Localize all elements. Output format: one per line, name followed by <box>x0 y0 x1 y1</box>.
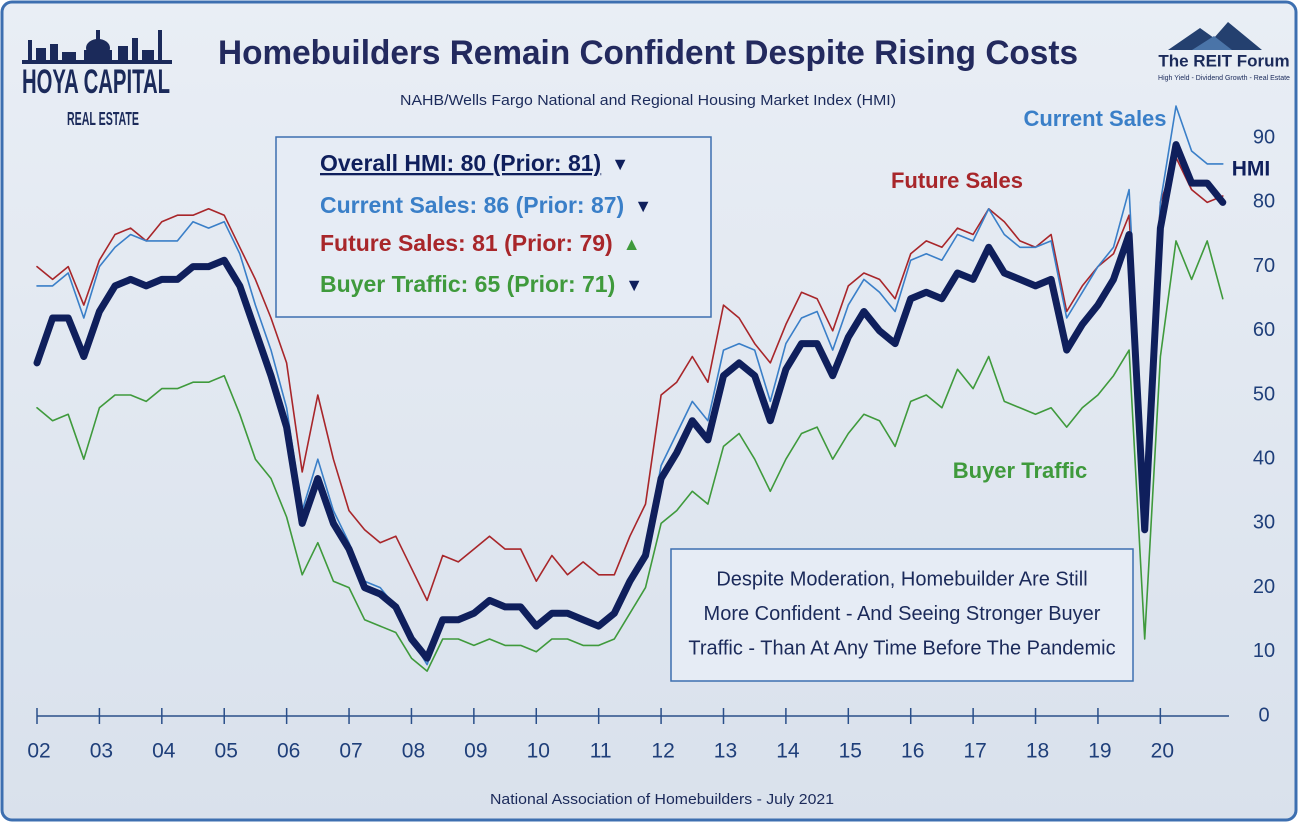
logo-subtext: REAL ESTATE <box>67 109 139 129</box>
x-tick-label: 18 <box>1026 740 1049 763</box>
series-line <box>36 240 1224 672</box>
x-tick-label: 14 <box>776 740 800 763</box>
x-tick-label: 15 <box>839 740 862 763</box>
y-tick-label: 70 <box>1253 255 1275 277</box>
x-tick-label: 04 <box>152 740 176 763</box>
y-tick-label: 20 <box>1253 576 1275 598</box>
series-label: Buyer Traffic <box>953 458 1088 483</box>
summary-arrow: ▼ <box>625 275 643 295</box>
summary-arrow: ▼ <box>634 196 652 216</box>
x-tick-label: 08 <box>402 740 425 763</box>
y-tick-label: 80 <box>1253 191 1275 213</box>
y-tick-label: 0 <box>1258 704 1269 726</box>
summary-text: Current Sales: 86 (Prior: 87) <box>320 192 624 218</box>
summary-box <box>275 136 712 318</box>
chart-subtitle: NAHB/Wells Fargo National and Regional H… <box>400 92 896 109</box>
x-tick-label: 10 <box>527 740 550 763</box>
summary-line: Buyer Traffic: 65 (Prior: 71) ▼ <box>320 271 643 297</box>
y-tick-label: 60 <box>1253 319 1275 341</box>
x-tick-label: 05 <box>215 740 238 763</box>
logo-subtext: High Yield - Dividend Growth - Real Esta… <box>1158 75 1290 82</box>
summary-text: Overall HMI: 80 (Prior: 81) <box>320 150 601 176</box>
logo-text: HOYA CAPITAL <box>22 63 170 101</box>
annotation-line: Despite Moderation, Homebuilder Are Stil… <box>716 568 1087 590</box>
x-tick-label: 11 <box>590 740 612 763</box>
summary-arrow: ▼ <box>611 154 629 174</box>
summary-line: Future Sales: 81 (Prior: 79) ▲ <box>320 230 641 256</box>
y-tick-label: 40 <box>1253 447 1275 469</box>
x-tick-label: 07 <box>339 740 362 763</box>
logo-skyline <box>22 30 172 64</box>
source: National Association of Homebuilders - J… <box>490 791 834 808</box>
y-tick-label: 50 <box>1253 383 1275 405</box>
logo-mountains <box>1168 22 1262 50</box>
y-tick-label: 10 <box>1253 640 1275 662</box>
x-tick-label: 02 <box>27 740 50 763</box>
summary-text: Buyer Traffic: 65 (Prior: 71) <box>320 271 615 297</box>
x-tick-label: 12 <box>651 740 674 763</box>
annotation-line: Traffic - Than At Any Time Before The Pa… <box>688 637 1115 659</box>
x-tick-label: 17 <box>963 740 986 763</box>
summary-line: Current Sales: 86 (Prior: 87) ▼ <box>320 192 652 218</box>
summary-text: Future Sales: 81 (Prior: 79) <box>320 230 613 256</box>
series-label: HMI <box>1232 158 1271 181</box>
annotation-line: More Confident - And Seeing Stronger Buy… <box>704 603 1101 625</box>
series-line <box>36 156 1224 602</box>
summary-line: Overall HMI: 80 (Prior: 81) ▼ <box>320 150 629 176</box>
y-tick-label: 30 <box>1253 512 1275 534</box>
annotation-box <box>670 548 1134 682</box>
x-tick-label: 06 <box>277 740 300 763</box>
series-label: Future Sales <box>891 168 1023 193</box>
x-tick-label: 19 <box>1088 740 1111 763</box>
x-tick-label: 16 <box>901 740 924 763</box>
series-label: Current Sales <box>1023 106 1166 131</box>
x-tick-label: 09 <box>464 740 487 763</box>
x-tick-label: 20 <box>1151 740 1174 763</box>
series-line <box>33 141 1227 662</box>
logo-text: The REIT Forum <box>1158 51 1289 70</box>
x-tick-label: 03 <box>90 740 113 763</box>
x-tick-label: 13 <box>714 740 737 763</box>
chart-title: Homebuilders Remain Confident Despite Ri… <box>218 34 1078 72</box>
y-tick-label: 90 <box>1253 126 1275 148</box>
summary-arrow: ▲ <box>623 234 641 254</box>
